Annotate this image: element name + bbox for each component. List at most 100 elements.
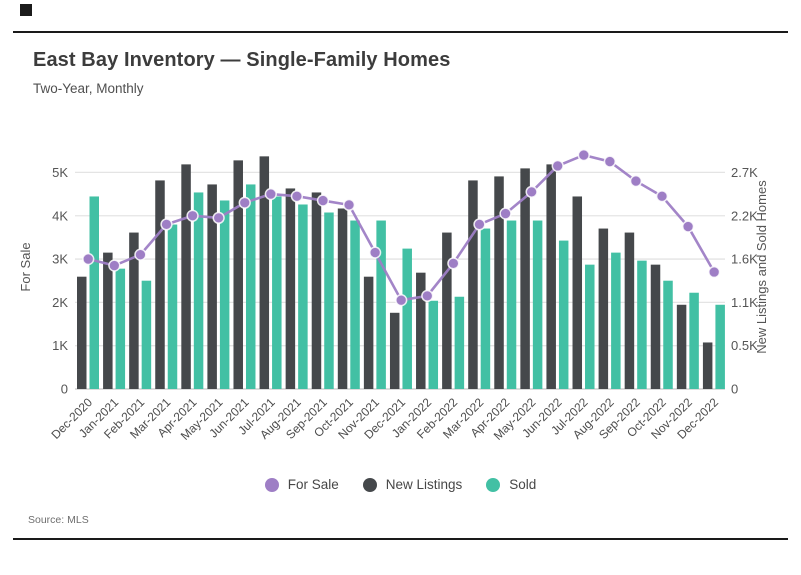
dot-for-sale: [264, 187, 277, 201]
dot-for-sale: [368, 246, 382, 259]
bar-sold: [193, 192, 204, 389]
legend-item-new-listings: New Listings: [362, 477, 463, 492]
bar-new-listings: [129, 232, 139, 389]
bar-new-listings: [337, 208, 348, 389]
for-sale-swatch-icon: [264, 477, 279, 492]
bar-sold: [558, 240, 569, 389]
bar-sold: [506, 220, 517, 389]
dot-for-sale: [108, 259, 121, 272]
sold-swatch-icon: [486, 477, 501, 492]
bar-new-listings: [285, 188, 296, 389]
bar-new-listings: [702, 342, 713, 389]
bar-new-listings: [598, 228, 609, 389]
dot-for-sale: [473, 218, 486, 231]
bar-new-listings: [103, 252, 113, 389]
dot-for-sale: [290, 190, 304, 203]
bar-new-listings: [207, 184, 217, 389]
dot-for-sale: [342, 198, 356, 212]
bar-new-listings: [389, 312, 400, 389]
bar-new-listings: [676, 304, 687, 389]
logo-square-icon: [20, 4, 32, 16]
dot-for-sale: [160, 218, 173, 231]
y-axis-tick-right: 0.5K: [731, 338, 758, 353]
bar-sold: [219, 200, 230, 389]
bar-new-listings: [155, 180, 165, 389]
bar-new-listings: [624, 232, 635, 389]
source-note: Source: MLS: [28, 514, 89, 526]
left-axis-title: For Sale: [18, 242, 33, 291]
bar-sold: [298, 204, 308, 389]
legend-item-sold: Sold: [486, 477, 536, 492]
bar-sold: [715, 304, 725, 389]
chart-subtitle: Two-Year, Monthly: [33, 81, 144, 96]
bar-new-listings: [442, 232, 452, 389]
legend-label: For Sale: [287, 477, 339, 492]
dot-for-sale: [82, 252, 95, 266]
bar-new-listings: [77, 276, 87, 389]
dot-for-sale: [447, 257, 460, 270]
dot-for-sale: [655, 190, 669, 203]
bar-new-listings: [572, 196, 583, 389]
y-axis-tick-right: 1.1K: [731, 295, 758, 310]
dot-for-sale: [629, 174, 643, 188]
bar-new-listings: [546, 164, 556, 389]
bar-sold: [663, 280, 673, 389]
y-axis-tick-right: 2.7K: [731, 165, 758, 180]
bar-new-listings: [650, 264, 661, 389]
bar-sold: [428, 300, 439, 389]
bar-sold: [637, 260, 647, 389]
dot-for-sale: [186, 209, 199, 222]
bar-sold: [480, 228, 491, 389]
bar-sold: [585, 264, 595, 389]
bar-sold: [272, 196, 282, 389]
bar-sold: [532, 220, 543, 389]
bar-new-listings: [259, 156, 270, 389]
legend: For Sale New Listings Sold: [0, 477, 801, 492]
bar-sold: [167, 224, 178, 389]
dot-for-sale: [316, 194, 330, 207]
dot-for-sale: [708, 265, 721, 279]
bar-new-listings: [468, 180, 478, 389]
dot-for-sale: [134, 248, 147, 261]
bar-sold: [115, 268, 126, 389]
bar-new-listings: [494, 176, 504, 389]
bar-sold: [376, 220, 386, 389]
dot-for-sale: [551, 159, 564, 173]
dot-for-sale: [525, 185, 538, 199]
chart-title: East Bay Inventory — Single-Family Homes: [33, 49, 451, 71]
y-axis-tick-right: 1.6K: [731, 252, 758, 267]
y-axis-tick-left: 0: [61, 382, 68, 397]
y-axis-tick-left: 3K: [52, 252, 68, 267]
dot-for-sale: [212, 211, 225, 225]
bar-new-listings: [520, 168, 530, 389]
legend-item-for-sale: For Sale: [264, 477, 339, 492]
dot-for-sale: [577, 148, 590, 162]
bottom-divider: [13, 538, 788, 540]
bar-sold: [324, 212, 334, 389]
bar-new-listings: [416, 272, 426, 389]
bar-sold: [245, 184, 256, 389]
legend-label: Sold: [509, 477, 537, 492]
bar-new-listings: [363, 276, 374, 389]
chart-area: 0 0 1K 0.5K 2K 1.1K 3K 1.6K 4K 2.2K 5K 2.7K Dec-2020…: [0, 140, 801, 475]
dot-for-sale: [499, 207, 512, 220]
y-axis-tick-right: 2.2K: [731, 208, 758, 223]
bar-new-listings: [181, 164, 191, 389]
legend-label: New Listings: [385, 477, 463, 492]
bar-sold: [89, 196, 99, 389]
y-axis-tick-right: 0: [731, 382, 738, 397]
y-axis-tick-left: 2K: [52, 295, 68, 310]
dot-for-sale: [603, 155, 616, 168]
bar-new-listings: [311, 192, 322, 389]
dot-for-sale: [681, 220, 695, 233]
bar-sold: [402, 248, 412, 389]
bar-new-listings: [233, 160, 243, 389]
top-divider: [13, 31, 788, 33]
bar-sold: [141, 280, 152, 389]
dot-for-sale: [238, 196, 251, 209]
dot-for-sale: [421, 289, 434, 303]
bar-sold: [454, 296, 465, 389]
y-axis-tick-left: 4K: [52, 208, 68, 223]
y-axis-tick-left: 5K: [52, 165, 68, 180]
